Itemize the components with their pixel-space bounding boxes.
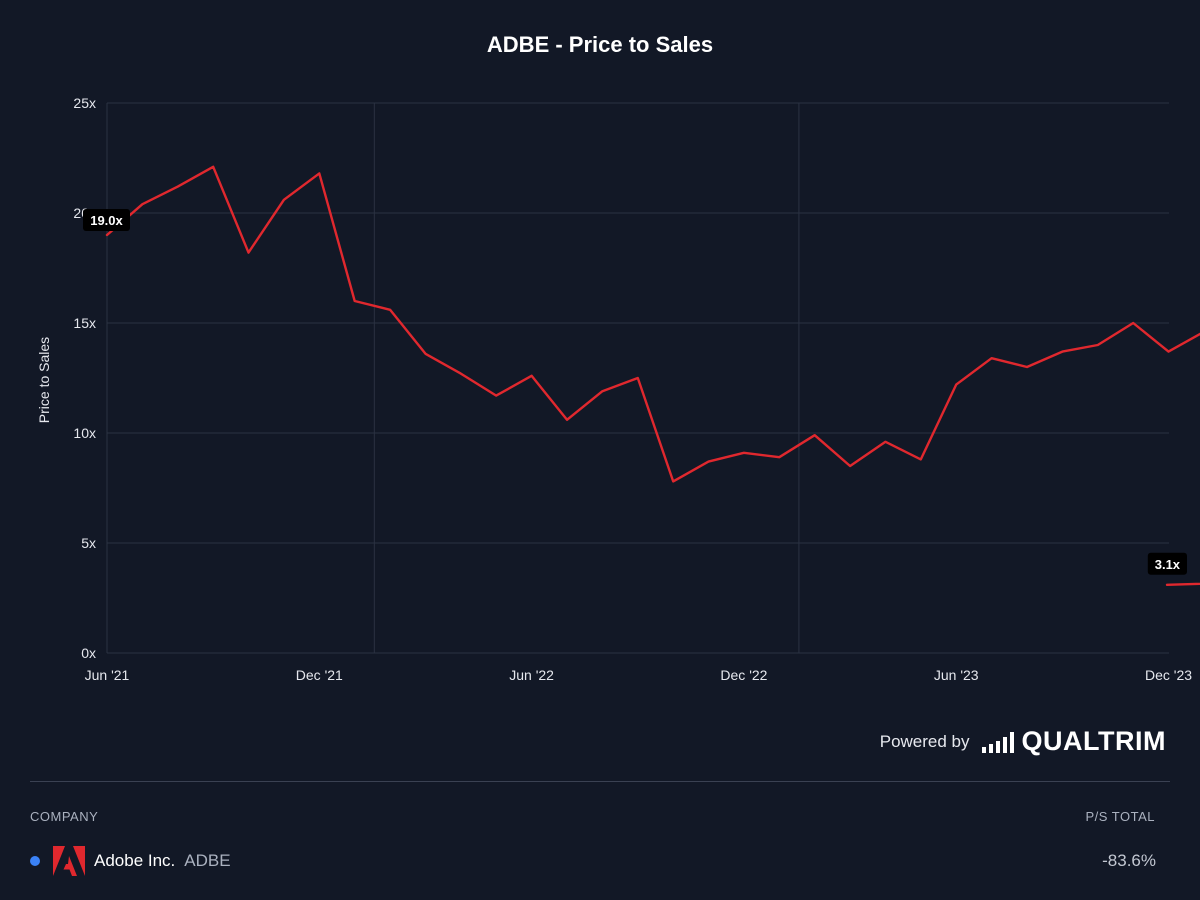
y-tick-label: 5x (81, 535, 96, 551)
svg-text:3.1x: 3.1x (1155, 557, 1181, 572)
column-header-ps-total: P/S TOTAL (1085, 809, 1155, 824)
adobe-logo-icon (53, 846, 85, 876)
divider (30, 781, 1170, 782)
y-axis-title: Price to Sales (36, 337, 52, 423)
company-ticker: ADBE (184, 851, 231, 870)
svg-text:19.0x: 19.0x (90, 213, 123, 228)
series-line-adbe (105, 165, 1200, 586)
column-header-company: COMPANY (30, 809, 99, 824)
company-row[interactable]: Adobe Inc. ADBE -83.6% (30, 846, 1156, 876)
qualtrim-bars-icon (981, 731, 1014, 753)
chart-title: ADBE - Price to Sales (486, 32, 714, 57)
powered-by: Powered by QUALTRIM (880, 726, 1166, 757)
qualtrim-brand-name: QUALTRIM (1021, 726, 1166, 756)
y-tick-label: 10x (73, 425, 96, 441)
y-tick-label: 15x (73, 315, 96, 331)
x-tick-label: Dec '21 (296, 667, 343, 683)
qualtrim-logo: QUALTRIM (981, 726, 1166, 757)
powered-by-text: Powered by (879, 731, 970, 751)
start-value-label: 19.0x (83, 209, 130, 231)
y-tick-label: 0x (81, 645, 96, 661)
series-color-dot (30, 856, 40, 866)
x-tick-label: Dec '22 (720, 667, 767, 683)
x-tick-label: Jun '23 (934, 667, 979, 683)
y-tick-label: 25x (73, 95, 96, 111)
x-tick-label: Jun '22 (509, 667, 554, 683)
end-value-label: 3.1x (1147, 552, 1187, 575)
x-tick-label: Dec '23 (1145, 667, 1192, 683)
x-tick-label: Jun '21 (85, 667, 130, 683)
company-ps-total: -83.6% (1102, 851, 1156, 870)
company-name: Adobe Inc. (94, 851, 176, 870)
